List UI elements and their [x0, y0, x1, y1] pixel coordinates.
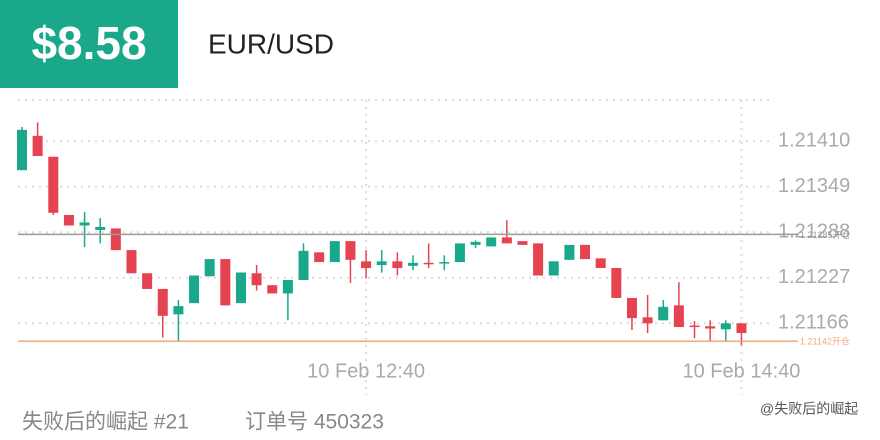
candle-body — [423, 262, 434, 265]
y-tick-label: 1.21288 — [778, 220, 850, 242]
candle-body — [611, 268, 622, 298]
order-number: 订单号 450323 — [245, 411, 384, 434]
candle-body — [126, 250, 137, 274]
candle-body — [658, 306, 669, 321]
candle-body — [564, 244, 575, 260]
candle-body — [79, 222, 90, 226]
reference-label: 1.21142开仓 — [800, 336, 850, 347]
y-tick-label: 1.21227 — [778, 266, 850, 288]
candle-body — [689, 325, 700, 328]
candle-body — [486, 237, 497, 247]
y-tick-label: 1.21166 — [778, 312, 849, 334]
candle-body — [17, 129, 27, 171]
candle-body — [439, 262, 450, 264]
candle-body — [361, 261, 372, 269]
candle-body — [345, 241, 356, 260]
watermark: @失败后的崛起 — [760, 401, 858, 417]
candle-body — [110, 228, 121, 251]
candle-body — [329, 241, 340, 263]
x-tick-label: 10 Feb 12:40 — [307, 360, 425, 382]
x-tick-label: 10 Feb 14:40 — [683, 360, 801, 382]
candle-body — [501, 237, 512, 244]
price-badge — [0, 0, 178, 88]
candle-body — [32, 135, 43, 157]
candle-body — [48, 156, 59, 213]
candle-body — [157, 288, 168, 316]
candle-body — [189, 275, 200, 304]
candle-body — [580, 244, 591, 260]
candle-body — [314, 252, 325, 263]
symbol: EUR/USD — [208, 28, 334, 59]
candle-body — [720, 323, 731, 330]
candle-body — [142, 273, 153, 289]
candle-body — [470, 241, 481, 245]
candle-body — [298, 250, 309, 280]
y-tick-label: 1.21410 — [778, 129, 850, 151]
candle-body — [736, 323, 747, 334]
candle-body — [282, 279, 293, 294]
reference-label: 1.21285开仓 — [800, 229, 851, 240]
candle-body — [533, 243, 544, 276]
candle-body — [63, 215, 74, 226]
candle-body — [626, 297, 637, 319]
candle-body — [173, 306, 184, 315]
candle-body — [392, 261, 403, 269]
candle-body — [376, 261, 387, 266]
candle-body — [95, 226, 106, 230]
candle-body — [705, 326, 716, 329]
candle-body — [220, 259, 231, 306]
y-tick-label: 1.21349 — [778, 175, 850, 197]
candle-body — [548, 261, 559, 276]
candle-body — [673, 305, 684, 328]
candle-body — [642, 317, 653, 324]
candle-body — [235, 272, 246, 304]
account: 失败后的崛起 #21 — [22, 411, 189, 434]
price: $8.58 — [31, 17, 146, 69]
candle-body — [204, 259, 215, 277]
candle-body — [408, 262, 418, 266]
candle-body — [595, 258, 606, 269]
candle-body — [267, 285, 278, 294]
candle-body — [454, 243, 465, 263]
candle-body — [517, 241, 528, 245]
candle-body — [251, 273, 262, 286]
